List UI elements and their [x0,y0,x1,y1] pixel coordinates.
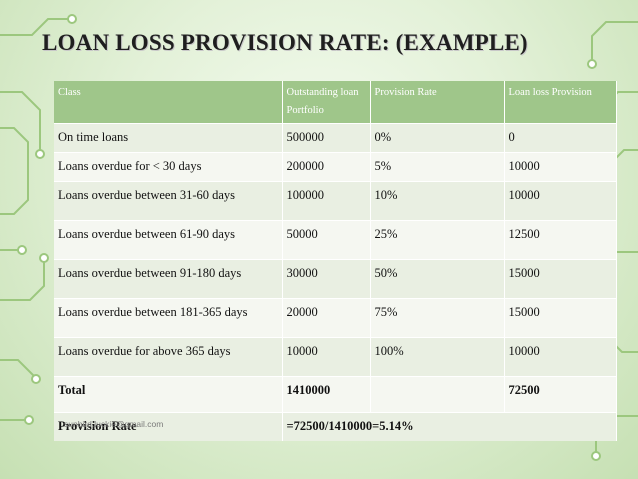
table-row: Loans overdue between 91-180 days 30000 … [54,259,617,299]
cell-rate: 25% [370,220,505,260]
cell-rate: 5% [370,152,505,182]
cell-class: Loans overdue between 31-60 days [54,181,283,221]
cell-class: Total [54,376,283,413]
table-total-row: Total 1410000 72500 [54,376,617,413]
cell-rate: 100% [370,337,505,377]
cell-class: Loans overdue for above 365 days [54,337,283,377]
cell-portfolio: 50000 [282,220,371,260]
table-header-row: Class Outstanding loan Portfolio Provisi… [54,81,617,124]
cell-provision: 15000 [504,298,617,338]
cell-class: Loans overdue between 91-180 days [54,259,283,299]
email-watermark: sunbird.luckie@gmail.com [64,419,164,429]
table-row: On time loans 500000 0% 0 [54,123,617,153]
header-loan-loss-provision: Loan loss Provision [504,81,617,124]
cell-provision: 0 [504,123,617,153]
cell-class: On time loans [54,123,283,153]
header-provision-rate: Provision Rate [370,81,505,124]
cell-class: Loans overdue for < 30 days [54,152,283,182]
table-row: Loans overdue for < 30 days 200000 5% 10… [54,152,617,182]
cell-rate: 75% [370,298,505,338]
provision-rate-formula: =72500/1410000=5.14% [282,412,617,441]
table-row: Loans overdue between 61-90 days 50000 2… [54,220,617,260]
provision-rate-row: Provision Rate =72500/1410000=5.14% [54,412,617,441]
cell-provision: 72500 [504,376,617,413]
cell-portfolio: 1410000 [282,376,371,413]
cell-provision: 10000 [504,181,617,221]
loan-loss-table: Class Outstanding loan Portfolio Provisi… [54,81,617,441]
cell-provision: 10000 [504,152,617,182]
cell-rate: 50% [370,259,505,299]
cell-class: Loans overdue between 181-365 days [54,298,283,338]
cell-rate [370,376,505,413]
cell-portfolio: 30000 [282,259,371,299]
slide-title: LOAN LOSS PROVISION RATE: (EXAMPLE) [42,30,528,55]
cell-portfolio: 200000 [282,152,371,182]
cell-portfolio: 20000 [282,298,371,338]
header-class: Class [54,81,283,124]
cell-portfolio: 500000 [282,123,371,153]
header-outstanding-portfolio: Outstanding loan Portfolio [282,81,371,124]
cell-rate: 10% [370,181,505,221]
cell-class: Loans overdue between 61-90 days [54,220,283,260]
provision-rate-label: Provision Rate [54,412,283,441]
table-row: Loans overdue for above 365 days 10000 1… [54,337,617,377]
cell-provision: 12500 [504,220,617,260]
cell-rate: 0% [370,123,505,153]
cell-provision: 10000 [504,337,617,377]
cell-portfolio: 10000 [282,337,371,377]
cell-portfolio: 100000 [282,181,371,221]
table-row: Loans overdue between 31-60 days 100000 … [54,181,617,221]
table-row: Loans overdue between 181-365 days 20000… [54,298,617,338]
cell-provision: 15000 [504,259,617,299]
